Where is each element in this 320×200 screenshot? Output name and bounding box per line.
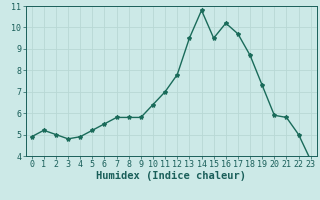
X-axis label: Humidex (Indice chaleur): Humidex (Indice chaleur) <box>96 171 246 181</box>
